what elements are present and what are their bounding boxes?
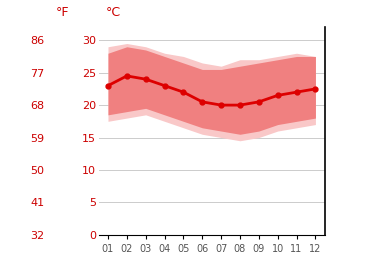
Text: °F: °F [55, 6, 69, 19]
Text: °C: °C [105, 6, 121, 19]
